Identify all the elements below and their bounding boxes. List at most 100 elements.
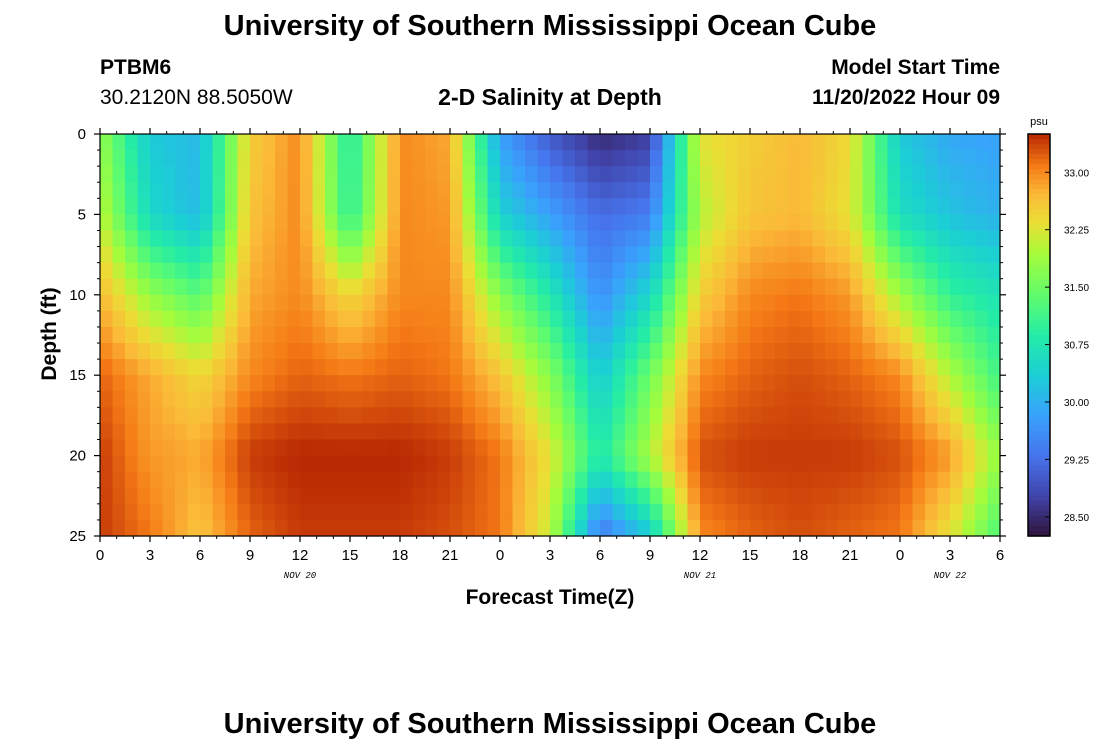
heatmap-cell: [975, 230, 989, 248]
heatmap-cell: [525, 182, 539, 199]
heatmap-cell: [612, 407, 626, 425]
heatmap-cell: [725, 423, 739, 441]
heatmap-cell: [275, 343, 289, 360]
heatmap-cell: [137, 423, 151, 441]
colorbar-segment: [1028, 500, 1050, 507]
heatmap-cell: [287, 214, 301, 232]
heatmap-cell: [762, 359, 776, 376]
heatmap-cell: [387, 471, 401, 489]
heatmap-cell: [325, 455, 339, 473]
heatmap-cell: [650, 455, 664, 473]
heatmap-cell: [787, 150, 801, 167]
y-tick-label: 15: [69, 367, 86, 384]
heatmap-cell: [575, 278, 589, 296]
colorbar-tick-label: 32.25: [1064, 226, 1089, 237]
heatmap-cell: [600, 359, 614, 376]
heatmap-cell: [887, 487, 901, 505]
heatmap-cell: [262, 166, 276, 183]
heatmap-cell: [637, 326, 651, 344]
heatmap-cell: [950, 294, 964, 312]
heatmap-cell: [587, 343, 601, 360]
heatmap-cell: [437, 278, 451, 296]
heatmap-cell: [925, 246, 939, 264]
heatmap-cell: [525, 262, 539, 280]
colorbar-segment: [1028, 340, 1050, 346]
heatmap-cell: [762, 423, 776, 441]
date-label: NOV 22: [934, 571, 967, 581]
heatmap-cell: [125, 471, 139, 489]
heatmap-cell: [737, 503, 751, 521]
heatmap-cell: [312, 166, 326, 183]
heatmap-cell: [275, 134, 289, 151]
heatmap-cell: [350, 439, 364, 457]
heatmap-cell: [337, 455, 351, 473]
heatmap-cell: [450, 166, 464, 183]
heatmap-cell: [250, 134, 264, 151]
heatmap-cell: [350, 198, 364, 215]
heatmap-cell: [237, 294, 251, 312]
heatmap-cell: [912, 359, 926, 376]
heatmap-cell: [862, 407, 876, 425]
heatmap-cell: [362, 214, 376, 232]
heatmap-cell: [487, 134, 501, 151]
heatmap-cell: [950, 439, 964, 457]
heatmap-cell: [637, 503, 651, 521]
heatmap-cell: [375, 166, 389, 183]
heatmap-cell: [800, 423, 814, 441]
heatmap-cell: [175, 262, 189, 280]
heatmap-cell: [375, 150, 389, 167]
heatmap-cell: [712, 310, 726, 328]
heatmap-cell: [787, 519, 801, 537]
heatmap-cell: [412, 359, 426, 376]
heatmap-cell: [187, 198, 201, 215]
heatmap-cell: [787, 407, 801, 425]
heatmap-cell: [225, 519, 239, 537]
colorbar-tick-label: 33.00: [1064, 168, 1089, 179]
heatmap-cell: [712, 423, 726, 441]
heatmap-cell: [150, 455, 164, 473]
heatmap-cell: [825, 375, 839, 392]
heatmap-cell: [962, 439, 976, 457]
heatmap-cell: [575, 471, 589, 489]
heatmap-cell: [375, 455, 389, 473]
heatmap-cell: [287, 150, 301, 167]
colorbar-segment: [1028, 470, 1050, 477]
heatmap-cell: [412, 455, 426, 473]
heatmap-cell: [800, 519, 814, 537]
heatmap-cell: [862, 343, 876, 360]
heatmap-cell: [812, 519, 826, 537]
heatmap-cell: [262, 471, 276, 489]
heatmap-cell: [200, 150, 214, 167]
heatmap-cell: [712, 246, 726, 264]
heatmap-cell: [700, 455, 714, 473]
heatmap-cell: [775, 150, 789, 167]
heatmap-cell: [287, 134, 301, 151]
heatmap-cell: [437, 310, 451, 328]
heatmap-cell: [162, 326, 176, 344]
heatmap-cells: [100, 134, 1001, 537]
heatmap-cell: [225, 375, 239, 392]
heatmap-cell: [300, 391, 314, 408]
heatmap-cell: [362, 423, 376, 441]
heatmap-cell: [937, 423, 951, 441]
heatmap-cell: [100, 407, 114, 425]
heatmap-cell: [150, 246, 164, 264]
heatmap-cell: [600, 471, 614, 489]
heatmap-cell: [612, 310, 626, 328]
colorbar-segment: [1028, 380, 1050, 386]
x-tick-label: 0: [496, 547, 504, 564]
heatmap-cell: [612, 150, 626, 167]
heatmap-cell: [687, 423, 701, 441]
heatmap-cell: [450, 519, 464, 537]
heatmap-cell: [687, 455, 701, 473]
heatmap-cell: [562, 471, 576, 489]
heatmap-cell: [912, 310, 926, 328]
heatmap-cell: [875, 407, 889, 425]
colorbar-segment: [1028, 485, 1050, 492]
heatmap-cell: [950, 455, 964, 473]
heatmap-cell: [612, 455, 626, 473]
heatmap-cell: [950, 359, 964, 376]
heatmap-cell: [787, 375, 801, 392]
heatmap-cell: [737, 294, 751, 312]
